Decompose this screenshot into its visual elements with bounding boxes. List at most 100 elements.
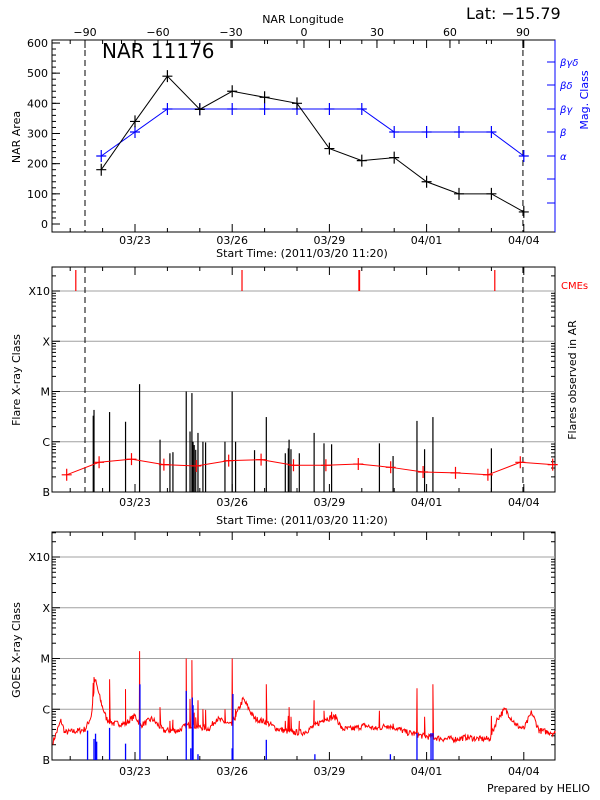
flares-observed-point [61,468,72,481]
flares-observed-point [353,458,364,471]
latitude-readout: Lat: −15.79 [466,4,561,23]
credit: Prepared by HELIO [487,782,590,795]
mag-class-point [486,126,497,138]
y-tick-label: 200 [27,158,48,171]
panel1-xlabel: Start Time: (2011/03/20 11:20) [216,247,388,260]
nar-area-point [518,205,529,218]
flares-observed-point [450,466,461,479]
nar-area-point [421,175,432,188]
x2-tick-label: 30 [370,26,384,39]
y-tick-label: X10 [28,285,50,298]
y-tick-label: 400 [27,97,48,110]
flares-observed-point [482,468,493,481]
nar-area-point [356,154,367,167]
y-tick-label: 300 [27,127,48,140]
cme-label: CMEs [561,281,588,292]
x-tick-label: 03/26 [216,496,248,509]
mag-class-line [100,108,525,157]
y-tick-label: C [42,436,50,449]
panel2-xlabel: Start Time: (2011/03/20 11:20) [216,514,388,527]
nar-area-point [486,187,497,200]
flares-observed-point [547,458,558,471]
flares-observed-point [385,461,396,474]
x-tick-label: 04/04 [508,234,540,247]
flares-observed-point [256,453,267,466]
x2-tick-label: 0 [300,26,307,39]
y-tick-label: X10 [28,551,50,564]
x2-tick-label: 60 [443,26,457,39]
x-tick-label: 03/29 [314,234,346,247]
y-tick-label: M [41,386,51,399]
panel2-y2label: Flares observed in AR [566,320,579,440]
nar-area-point [389,151,400,164]
mag-class-point [324,103,335,115]
mag-class-point [356,103,367,115]
x2-tick-label: −30 [219,26,242,39]
mag-class-point [130,126,140,138]
y-tick-label: 600 [27,37,48,50]
flares-observed-point [418,466,429,479]
y-tick-label: C [42,703,50,716]
flares-observed-point [126,453,137,466]
longitude-axis-label: NAR Longitude [262,13,344,26]
x-tick-label: 03/26 [216,765,248,778]
x-tick-label: 03/29 [314,765,346,778]
mag-class-point [389,126,400,138]
x-tick-label: 03/23 [119,234,151,247]
flares-observed-point [515,456,526,469]
y-tick-label: B [42,754,50,767]
x-tick-label: 04/04 [508,765,540,778]
x-tick-label: 03/26 [216,234,248,247]
mag-class-point [162,103,173,115]
nar-area-point [259,91,270,104]
flares-observed-point [223,454,234,467]
mag-class-point [259,103,270,115]
panel1-ylabel: NAR Area [10,111,23,163]
y-tick-label: X [42,602,50,615]
x-tick-label: 04/01 [411,496,443,509]
x-tick-label: 03/23 [119,496,151,509]
nar-area-line [100,75,525,213]
mag-tick-label: α [560,152,567,163]
nar-area-point [194,103,205,116]
y-tick-label: M [41,653,51,666]
flares-observed-point [288,459,299,472]
flares-observed-point [191,459,202,472]
flares-observed-line [66,458,553,476]
x2-tick-label: −60 [146,26,169,39]
mag-tick-label: βγδ [559,58,578,69]
nar-area-point [227,85,238,98]
mag-class-point [227,103,238,115]
x-tick-label: 04/04 [508,496,540,509]
nar-area-point [162,70,173,83]
flares-observed-point [320,459,331,472]
y-tick-label: X [42,335,50,348]
panel2-ylabel: Flare X-ray Class [10,334,23,426]
y-tick-label: B [42,486,50,499]
mag-tick-label: βδ [559,81,573,92]
nar-area-point [454,187,464,200]
mag-class-point [421,126,432,138]
nar-area-point [292,97,302,110]
goes-long-channel-line [52,651,556,745]
panel3-ylabel: GOES X-ray Class [10,602,23,698]
nar-area-point [96,163,107,176]
nar-area-point [324,142,335,155]
x-tick-label: 03/29 [314,496,346,509]
y-tick-label: 500 [27,67,48,80]
panel-frame [51,266,556,493]
flares-observed-point [94,456,105,469]
mag-class-point [96,150,107,162]
nar-area-point [130,115,140,128]
mag-class-point [518,150,529,162]
x2-tick-label: −90 [73,26,96,39]
mag-class-point [454,126,464,138]
x2-tick-label: 90 [516,26,530,39]
mag-tick-label: βγ [559,105,573,116]
panel-frame [51,531,556,761]
x-tick-label: 04/01 [411,765,443,778]
y-tick-label: 100 [27,188,48,201]
x-tick-label: 03/23 [119,765,151,778]
